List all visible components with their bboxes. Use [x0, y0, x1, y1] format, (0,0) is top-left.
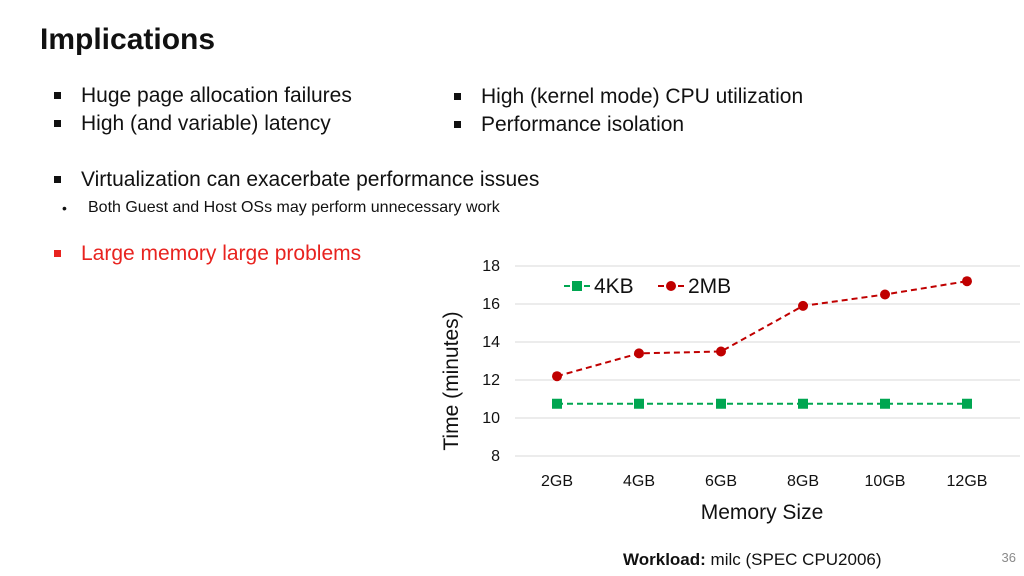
x-axis-title: Memory Size	[701, 501, 824, 524]
bullet-list-virtualization: Virtualization can exacerbate performanc…	[54, 166, 539, 220]
bullet-list-highlight: Large memory large problems	[54, 240, 361, 268]
data-point-2MB	[880, 289, 890, 300]
bullet-item: Performance isolation	[454, 111, 803, 139]
line-chart: 8 10 12 14 16 18 2GB 4GB 6GB 8GB 10GB 12GB Memory Si…	[420, 250, 1020, 530]
data-point-4KB	[716, 398, 726, 409]
bullet-text: High (kernel mode) CPU utilization	[481, 85, 804, 108]
legend-label: 2MB	[688, 275, 731, 298]
y-tick-label: 12	[482, 372, 500, 389]
workload-note: Workload: milc (SPEC CPU2006)	[623, 548, 882, 572]
bullet-text: Performance isolation	[481, 113, 685, 136]
workload-label: Workload:	[623, 550, 706, 569]
square-bullet-icon	[54, 92, 61, 99]
square-bullet-icon	[54, 176, 61, 183]
bullet-item: Huge page allocation failures	[54, 82, 352, 110]
square-bullet-icon	[54, 250, 61, 257]
slide-title: Implications	[40, 23, 216, 56]
bullet-item: High (kernel mode) CPU utilization	[454, 83, 803, 111]
bullet-list-right: High (kernel mode) CPU utilization Perfo…	[454, 83, 803, 139]
legend-marker	[666, 281, 676, 291]
x-tick-label: 8GB	[787, 473, 819, 490]
data-point-4KB	[880, 398, 890, 409]
data-point-2MB	[716, 346, 726, 357]
square-bullet-icon	[454, 93, 461, 100]
x-tick-label: 12GB	[947, 473, 988, 490]
bullet-text: Virtualization can exacerbate performanc…	[81, 168, 540, 191]
y-tick-label: 16	[482, 296, 500, 313]
bullet-text: Huge page allocation failures	[81, 84, 352, 107]
page-number: 36	[1001, 550, 1016, 565]
square-bullet-icon	[54, 120, 61, 127]
data-point-2MB	[552, 371, 562, 382]
highlight-bullet-item: Large memory large problems	[54, 240, 361, 268]
data-point-4KB	[634, 398, 644, 409]
data-point-4KB	[962, 398, 972, 409]
workload-value: milc (SPEC CPU2006)	[710, 550, 882, 569]
data-point-4KB	[552, 398, 562, 409]
chart-svg: 8 10 12 14 16 18 2GB 4GB 6GB 8GB 10GB 12GB Memory Si…	[440, 258, 1020, 524]
y-tick-label: 14	[482, 334, 500, 351]
legend-label: 4KB	[594, 275, 634, 298]
data-point-2MB	[962, 276, 972, 287]
data-point-2MB	[634, 348, 644, 359]
y-axis-title: Time (minutes)	[440, 311, 463, 450]
highlight-text: Large memory large problems	[81, 242, 362, 265]
data-point-4KB	[798, 398, 808, 409]
legend-marker	[572, 281, 582, 291]
y-tick-label: 18	[482, 258, 500, 275]
y-tick-label: 8	[491, 448, 500, 465]
sub-bullet-item: • Both Guest and Host OSs may perform un…	[54, 196, 539, 220]
x-tick-label: 10GB	[865, 473, 906, 490]
bullet-list-left: Huge page allocation failures High (and …	[54, 82, 352, 138]
bullet-item: High (and variable) latency	[54, 110, 352, 138]
bullet-text: High (and variable) latency	[81, 112, 331, 135]
square-bullet-icon	[454, 121, 461, 128]
x-tick-label: 4GB	[623, 473, 655, 490]
sub-bullet-text: Both Guest and Host OSs may perform unne…	[88, 199, 500, 216]
y-tick-label: 10	[482, 410, 500, 427]
series-line-2MB	[556, 280, 968, 378]
x-tick-label: 6GB	[705, 473, 737, 490]
dot-bullet-icon: •	[62, 200, 67, 216]
x-tick-label: 2GB	[541, 473, 573, 490]
bullet-item: Virtualization can exacerbate performanc…	[54, 166, 539, 194]
data-point-2MB	[798, 300, 808, 311]
